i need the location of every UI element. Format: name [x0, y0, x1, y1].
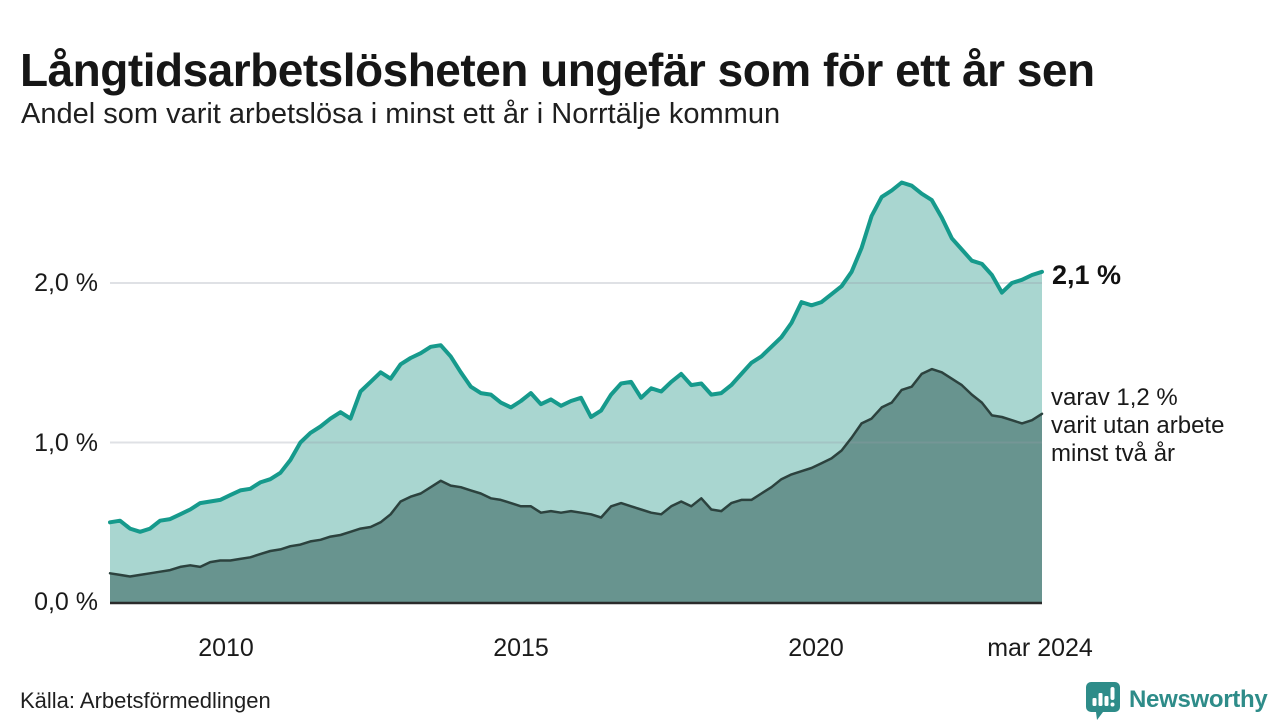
y-axis-tick-0: 0,0 % [34, 588, 98, 616]
subset-value-annotation: varav 1,2 % varit utan arbete minst två … [1051, 384, 1224, 468]
total-line [108, 180, 1044, 534]
newsworthy-logo: Newsworthy [1084, 679, 1268, 721]
x-axis-tick-2010: 2010 [198, 634, 254, 662]
subset-line [108, 367, 1044, 578]
source-caption: Källa: Arbetsförmedlingen [20, 688, 271, 713]
subset-annotation-line-2: varit utan arbete [1051, 412, 1225, 439]
subset-annotation-line-3: minst två år [1051, 440, 1176, 467]
x-axis-tick-2020: 2020 [788, 634, 844, 662]
x-axis-tick-mar-2024: mar 2024 [987, 634, 1093, 662]
subset-annotation-line-1: varav 1,2 % [1051, 384, 1178, 411]
newsworthy-logo-icon [1086, 681, 1120, 720]
newsworthy-logo-text: Newsworthy [1129, 686, 1268, 713]
x-axis-tick-2015: 2015 [493, 634, 549, 662]
total-value-annotation: 2,1 % [1052, 260, 1122, 290]
chart-subtitle: Andel som varit arbetslösa i minst ett å… [21, 98, 781, 130]
y-axis-tick-1: 1,0 % [34, 429, 98, 457]
subset-area-fill [110, 369, 1042, 602]
page-title: Långtidsarbetslösheten ungefär som för e… [20, 43, 1095, 96]
y-axis-tick-2: 2,0 % [34, 269, 98, 297]
